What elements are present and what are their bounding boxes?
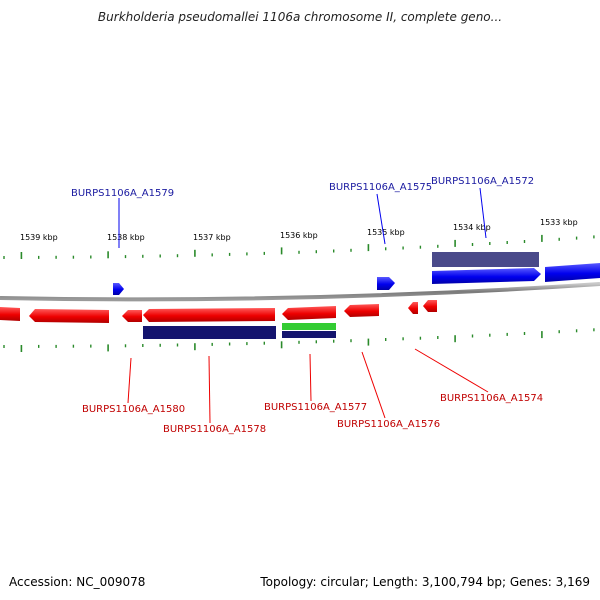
gene-burps1106a-a1580[interactable] <box>122 310 142 322</box>
gene-reverse[interactable] <box>29 309 109 323</box>
gene-offscreen-right[interactable] <box>545 263 600 282</box>
accession-text: Accession: NC_009078 <box>9 575 146 589</box>
kbp-label: 1539 kbp <box>20 233 58 242</box>
chromosome-backbone <box>0 282 600 302</box>
label-leader <box>479 187 487 239</box>
gene-label-a1576[interactable]: BURPS1106A_A1576 <box>337 419 440 430</box>
gene-label-a1577[interactable]: BURPS1106A_A1577 <box>264 402 367 413</box>
map-title: Burkholderia pseudomallei 1106a chromoso… <box>97 10 503 24</box>
gene-label-a1579[interactable]: BURPS1106A_A1579 <box>71 188 174 199</box>
gene-burps1106a-a1574[interactable] <box>423 300 437 312</box>
genome-summary-text: Topology: circular; Length: 3,100,794 bp… <box>260 575 590 589</box>
gene-burps1106a-a1572[interactable] <box>432 268 541 284</box>
kbp-label: 1536 kbp <box>280 231 318 240</box>
gene-label-a1574[interactable]: BURPS1106A_A1574 <box>440 393 543 404</box>
kbp-label: 1534 kbp <box>453 223 491 232</box>
label-leader <box>376 193 386 245</box>
gene-burps1106a-a1576[interactable] <box>344 304 379 317</box>
outer-tick-ring <box>3 234 595 259</box>
label-leader <box>127 357 132 404</box>
gene-burps1106a-a1578[interactable] <box>143 308 275 322</box>
cds-burps1106a-a1572[interactable] <box>432 252 539 267</box>
gene-label-a1580[interactable]: BURPS1106A_A1580 <box>82 404 185 415</box>
kbp-label: 1538 kbp <box>107 233 145 242</box>
label-leader <box>309 353 312 402</box>
gene-burps1106a-a1579[interactable] <box>113 283 124 295</box>
cds-burps1106a-a1578[interactable] <box>143 326 276 339</box>
cds-burps1106a-a1577[interactable] <box>282 331 336 338</box>
inner-tick-ring <box>3 328 595 352</box>
gene-label-a1575[interactable]: BURPS1106A_A1575 <box>329 182 432 193</box>
gene-offscreen-left[interactable] <box>0 307 20 321</box>
gene-burps1106a-a1575[interactable] <box>377 277 395 290</box>
kbp-ruler: 1539 kbp 1538 kbp 1537 kbp 1536 kbp 1535… <box>20 218 578 242</box>
forward-gene-labels: BURPS1106A_A1579 BURPS1106A_A1575 BURPS1… <box>71 176 534 248</box>
kbp-label: 1537 kbp <box>193 233 231 242</box>
gene-label-a1572[interactable]: BURPS1106A_A1572 <box>431 176 534 187</box>
label-leader <box>208 355 211 424</box>
gene-burps1106a-a1574-part[interactable] <box>408 302 418 314</box>
gene-burps1106a-a1577[interactable] <box>282 306 336 320</box>
rna-burps1106a-a1577[interactable] <box>282 323 336 330</box>
gene-label-a1578[interactable]: BURPS1106A_A1578 <box>163 424 266 435</box>
reverse-gene-labels: BURPS1106A_A1580 BURPS1106A_A1578 BURPS1… <box>82 348 543 435</box>
kbp-label: 1533 kbp <box>540 218 578 227</box>
reverse-strand-features <box>0 300 437 339</box>
forward-strand-features <box>113 252 600 295</box>
label-leader <box>414 348 489 393</box>
label-leader <box>361 351 386 419</box>
kbp-label: 1535 kbp <box>367 228 405 237</box>
